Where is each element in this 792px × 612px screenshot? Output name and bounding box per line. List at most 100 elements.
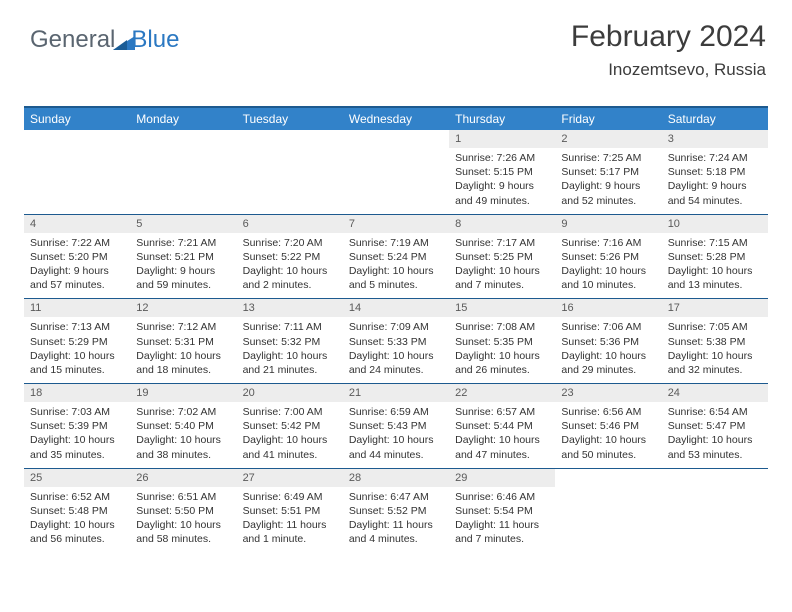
day-cell: Sunrise: 6:56 AMSunset: 5:46 PMDaylight:… xyxy=(555,402,661,468)
daylight-text: Daylight: 10 hours and 21 minutes. xyxy=(243,349,337,377)
header-row: SundayMondayTuesdayWednesdayThursdayFrid… xyxy=(24,107,768,130)
day-cell xyxy=(237,148,343,214)
day-cell: Sunrise: 7:08 AMSunset: 5:35 PMDaylight:… xyxy=(449,317,555,383)
daylight-text: Daylight: 11 hours and 4 minutes. xyxy=(349,518,443,546)
sunrise-text: Sunrise: 6:57 AM xyxy=(455,405,549,419)
daydata-row: Sunrise: 6:52 AMSunset: 5:48 PMDaylight:… xyxy=(24,487,768,553)
day-cell xyxy=(130,148,236,214)
sunrise-text: Sunrise: 7:13 AM xyxy=(30,320,124,334)
sunset-text: Sunset: 5:28 PM xyxy=(668,250,762,264)
day-number: 18 xyxy=(24,384,130,403)
sunrise-text: Sunrise: 6:47 AM xyxy=(349,490,443,504)
day-cell: Sunrise: 7:20 AMSunset: 5:22 PMDaylight:… xyxy=(237,233,343,299)
daylight-text: Daylight: 9 hours and 59 minutes. xyxy=(136,264,230,292)
day-number: 5 xyxy=(130,214,236,233)
day-cell xyxy=(24,148,130,214)
sunrise-text: Sunrise: 7:12 AM xyxy=(136,320,230,334)
sunrise-text: Sunrise: 7:24 AM xyxy=(668,151,762,165)
daylight-text: Daylight: 10 hours and 50 minutes. xyxy=(561,433,655,461)
day-number: 22 xyxy=(449,384,555,403)
daylight-text: Daylight: 10 hours and 24 minutes. xyxy=(349,349,443,377)
daylight-text: Daylight: 10 hours and 41 minutes. xyxy=(243,433,337,461)
daylight-text: Daylight: 10 hours and 10 minutes. xyxy=(561,264,655,292)
sunset-text: Sunset: 5:40 PM xyxy=(136,419,230,433)
sunrise-text: Sunrise: 7:17 AM xyxy=(455,236,549,250)
day-cell: Sunrise: 7:09 AMSunset: 5:33 PMDaylight:… xyxy=(343,317,449,383)
daydata-row: Sunrise: 7:26 AMSunset: 5:15 PM Daylight:… xyxy=(24,148,768,214)
daylight-text: Daylight: 10 hours and 58 minutes. xyxy=(136,518,230,546)
day-number xyxy=(343,130,449,148)
daylight-text: Daylight: 10 hours and 7 minutes. xyxy=(455,264,549,292)
day-cell: Sunrise: 6:46 AMSunset: 5:54 PMDaylight:… xyxy=(449,487,555,553)
day-header: Sunday xyxy=(24,107,130,130)
sunset-text: Sunset: 5:31 PM xyxy=(136,335,230,349)
sunset-text: Sunset: 5:48 PM xyxy=(30,504,124,518)
daylight-text: Daylight: 10 hours and 56 minutes. xyxy=(30,518,124,546)
day-number: 29 xyxy=(449,468,555,487)
logo: GeneralBlue xyxy=(30,26,179,54)
sunrise-text: Sunrise: 7:00 AM xyxy=(243,405,337,419)
day-number: 2 xyxy=(555,130,661,148)
sunset-text: Sunset: 5:18 PM xyxy=(668,165,762,179)
daynum-row: 2526272829 xyxy=(24,468,768,487)
sunset-text: Sunset: 5:20 PM xyxy=(30,250,124,264)
sunset-text: Sunset: 5:51 PM xyxy=(243,504,337,518)
sunset-text: Sunset: 5:32 PM xyxy=(243,335,337,349)
sunrise-text: Sunrise: 7:15 AM xyxy=(668,236,762,250)
day-cell: Sunrise: 6:52 AMSunset: 5:48 PMDaylight:… xyxy=(24,487,130,553)
daylight-text: Daylight: 10 hours and 26 minutes. xyxy=(455,349,549,377)
sunset-text: Sunset: 5:15 PM xyxy=(455,165,549,179)
sunset-text: Sunset: 5:35 PM xyxy=(455,335,549,349)
day-cell xyxy=(343,148,449,214)
day-cell: Sunrise: 7:02 AMSunset: 5:40 PMDaylight:… xyxy=(130,402,236,468)
daylight-text: Daylight: 10 hours and 13 minutes. xyxy=(668,264,762,292)
day-cell: Sunrise: 7:03 AMSunset: 5:39 PMDaylight:… xyxy=(24,402,130,468)
day-cell: Sunrise: 7:06 AMSunset: 5:36 PMDaylight:… xyxy=(555,317,661,383)
daylight-text: Daylight: 10 hours and 32 minutes. xyxy=(668,349,762,377)
day-number: 25 xyxy=(24,468,130,487)
day-cell xyxy=(555,487,661,553)
daylight-text: Daylight: 10 hours and 47 minutes. xyxy=(455,433,549,461)
sunset-text: Sunset: 5:46 PM xyxy=(561,419,655,433)
day-cell: Sunrise: 7:13 AMSunset: 5:29 PMDaylight:… xyxy=(24,317,130,383)
day-number xyxy=(662,468,768,487)
day-cell: Sunrise: 6:57 AMSunset: 5:44 PMDaylight:… xyxy=(449,402,555,468)
daylight-text: Daylight: 10 hours and 29 minutes. xyxy=(561,349,655,377)
sunrise-text: Sunrise: 7:02 AM xyxy=(136,405,230,419)
sunrise-text: Sunrise: 7:05 AM xyxy=(668,320,762,334)
day-cell: Sunrise: 7:22 AMSunset: 5:20 PMDaylight:… xyxy=(24,233,130,299)
day-cell: Sunrise: 7:12 AMSunset: 5:31 PMDaylight:… xyxy=(130,317,236,383)
day-number: 14 xyxy=(343,299,449,318)
day-number xyxy=(130,130,236,148)
sunrise-text: Sunrise: 7:03 AM xyxy=(30,405,124,419)
sunrise-text: Sunrise: 7:21 AM xyxy=(136,236,230,250)
day-header: Wednesday xyxy=(343,107,449,130)
day-number xyxy=(24,130,130,148)
sunset-text: Sunset: 5:36 PM xyxy=(561,335,655,349)
header: February 2024 Inozemtsevo, Russia xyxy=(571,20,766,80)
daylight-text: Daylight: 11 hours and 7 minutes. xyxy=(455,518,549,546)
sunset-text: Sunset: 5:50 PM xyxy=(136,504,230,518)
day-cell xyxy=(662,487,768,553)
sunset-text: Sunset: 5:47 PM xyxy=(668,419,762,433)
day-number: 8 xyxy=(449,214,555,233)
sunset-text: Sunset: 5:22 PM xyxy=(243,250,337,264)
sunrise-text: Sunrise: 7:26 AM xyxy=(455,151,549,165)
day-number: 15 xyxy=(449,299,555,318)
location: Inozemtsevo, Russia xyxy=(571,60,766,80)
daylight-text: Daylight: 9 hours and 54 minutes. xyxy=(668,179,762,207)
sunrise-text: Sunrise: 7:25 AM xyxy=(561,151,655,165)
daylight-text: Daylight: 10 hours and 2 minutes. xyxy=(243,264,337,292)
sunrise-text: Sunrise: 6:51 AM xyxy=(136,490,230,504)
sunrise-text: Sunrise: 6:52 AM xyxy=(30,490,124,504)
day-number: 12 xyxy=(130,299,236,318)
day-header: Thursday xyxy=(449,107,555,130)
day-cell: Sunrise: 6:59 AMSunset: 5:43 PMDaylight:… xyxy=(343,402,449,468)
daydata-row: Sunrise: 7:22 AMSunset: 5:20 PMDaylight:… xyxy=(24,233,768,299)
day-number: 23 xyxy=(555,384,661,403)
sunrise-text: Sunrise: 6:49 AM xyxy=(243,490,337,504)
daylight-text: Daylight: 10 hours and 15 minutes. xyxy=(30,349,124,377)
daydata-row: Sunrise: 7:03 AMSunset: 5:39 PMDaylight:… xyxy=(24,402,768,468)
day-cell: Sunrise: 6:54 AMSunset: 5:47 PMDaylight:… xyxy=(662,402,768,468)
day-number: 27 xyxy=(237,468,343,487)
